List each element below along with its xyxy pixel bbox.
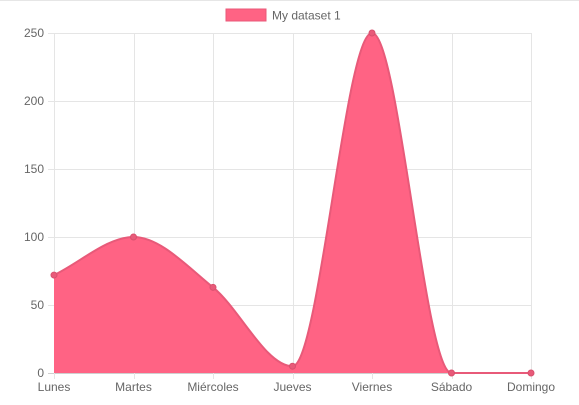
y-tick-label: 100 [24,230,44,244]
series-points [50,29,535,377]
data-point-2[interactable] [209,283,217,291]
x-tick-label: Lunes [38,380,71,394]
data-point-4[interactable] [368,29,376,37]
y-tick-label: 0 [37,366,44,380]
top-border [0,0,579,1]
data-point-3[interactable] [289,362,296,370]
data-point-0[interactable] [50,271,58,279]
legend[interactable]: My dataset 1 [225,8,341,23]
series-area-fill [54,33,531,373]
x-axis-ticks: Lunes Martes Miércoles Jueves Viernes Sábado D… [38,380,556,394]
data-point-6[interactable] [527,369,535,377]
x-tick-label: Martes [115,380,152,394]
y-tick-label: 200 [24,94,44,108]
y-tick-label: 250 [24,26,44,40]
y-axis-ticks: 0 50 100 150 200 250 [24,26,44,380]
y-tick-label: 50 [31,298,45,312]
x-tick-label: Domingo [507,380,555,394]
x-tick-label: Viernes [352,380,392,394]
data-point-1[interactable] [130,233,137,241]
series-area [53,31,531,375]
x-tick-label: Miércoles [187,380,238,394]
y-tick-label: 150 [24,162,44,176]
legend-label[interactable]: My dataset 1 [272,9,341,23]
data-point-5[interactable] [448,369,455,377]
x-tick-label: Jueves [273,380,311,394]
x-tick-label: Sábado [431,380,473,394]
legend-swatch[interactable] [225,8,267,22]
series-line [53,31,531,375]
